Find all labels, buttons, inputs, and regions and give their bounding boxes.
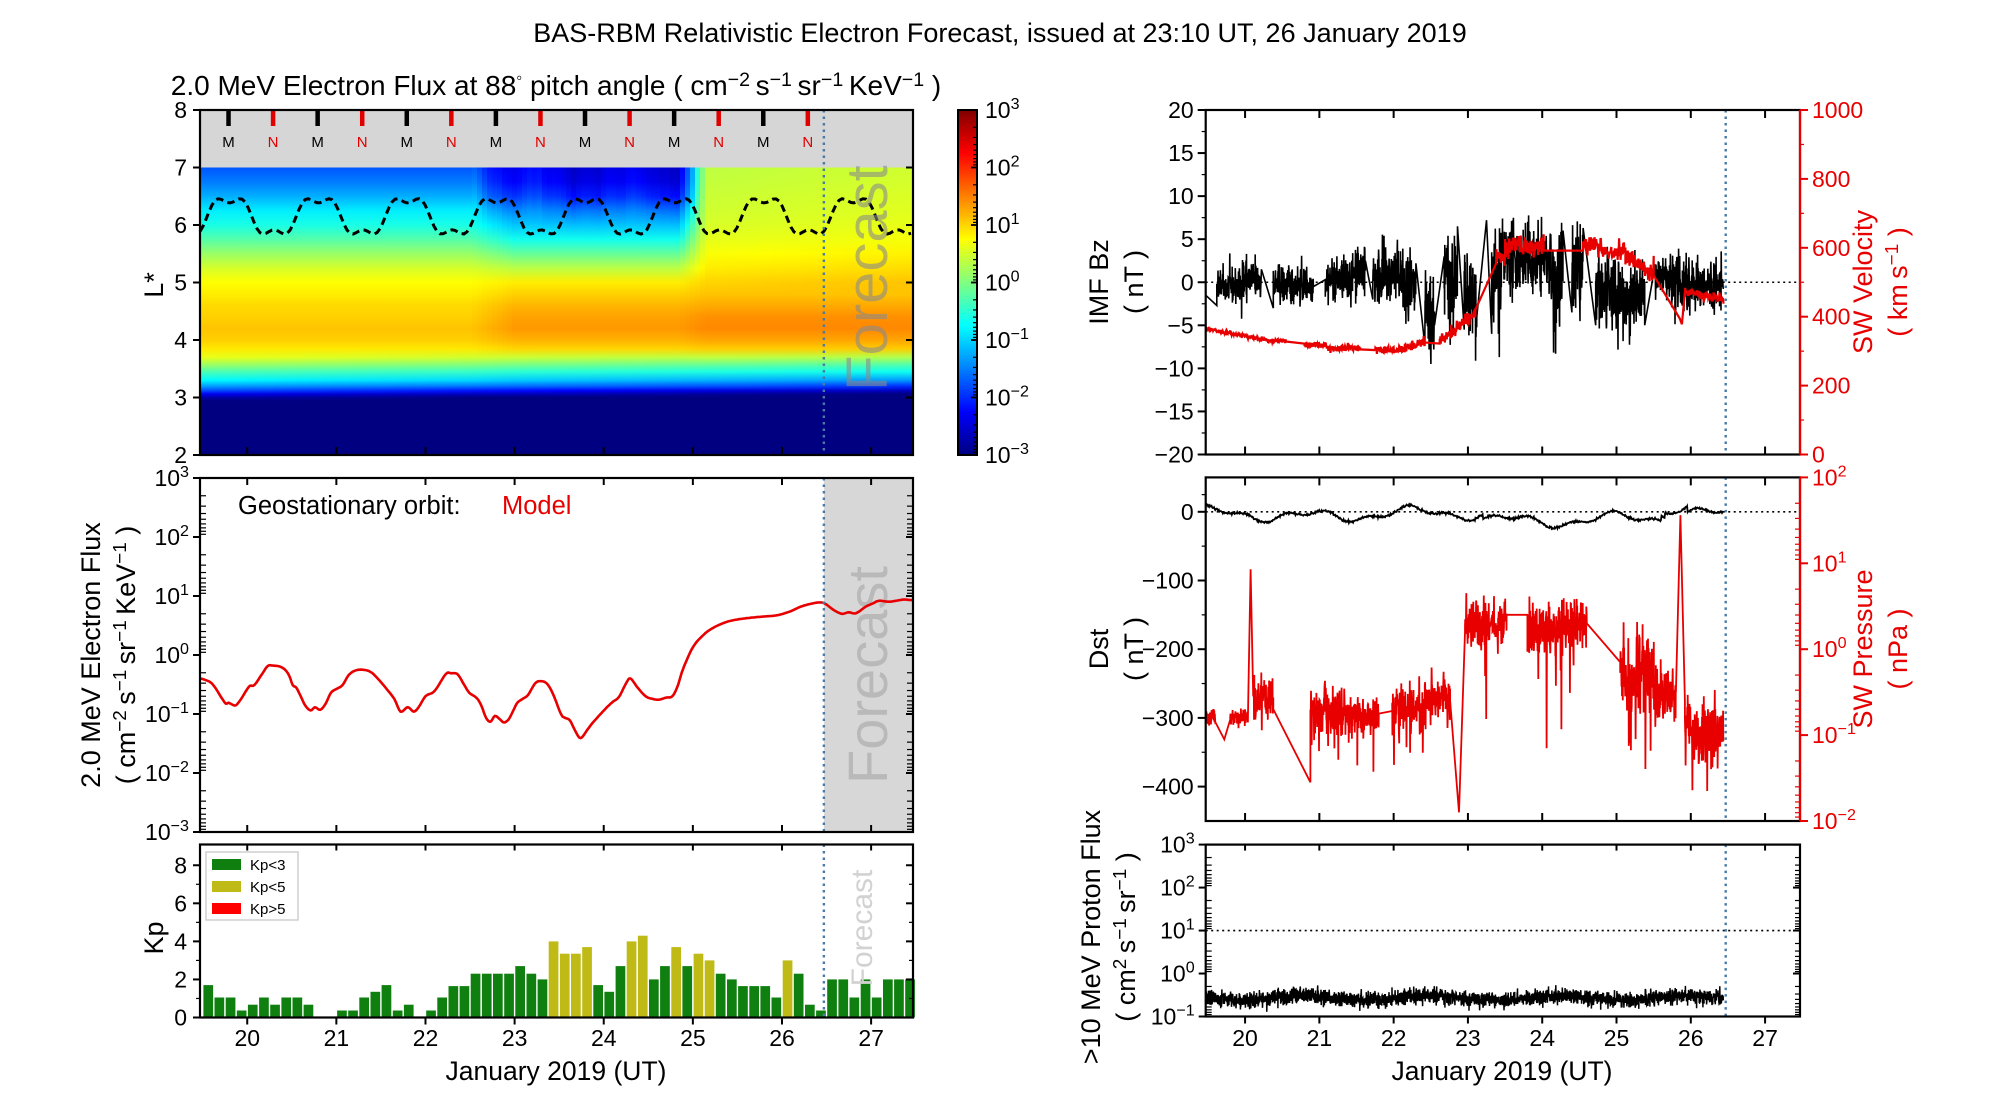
svg-text:27: 27: [858, 1025, 884, 1051]
svg-text:0: 0: [1181, 269, 1194, 295]
svg-text:24: 24: [1529, 1025, 1555, 1051]
svg-text:N: N: [357, 134, 368, 151]
svg-text:22: 22: [1381, 1025, 1407, 1051]
svg-text:2: 2: [174, 442, 187, 468]
svg-text:M: M: [401, 134, 414, 151]
svg-text:400: 400: [1812, 304, 1850, 330]
svg-text:−100: −100: [1142, 568, 1194, 594]
svg-text:Kp<5: Kp<5: [250, 879, 285, 896]
svg-text:M: M: [490, 134, 503, 151]
svg-text:−5: −5: [1167, 312, 1193, 338]
svg-text:M: M: [757, 134, 770, 151]
svg-text:>10 MeV Proton Flux: >10 MeV Proton Flux: [1076, 809, 1106, 1064]
svg-text:N: N: [713, 134, 724, 151]
svg-text:January 2019 (UT): January 2019 (UT): [1392, 1056, 1613, 1086]
svg-text:7: 7: [174, 155, 187, 181]
svg-text:23: 23: [1455, 1025, 1481, 1051]
svg-text:22: 22: [413, 1025, 439, 1051]
svg-text:21: 21: [1307, 1025, 1333, 1051]
svg-text:10−3: 10−3: [145, 817, 189, 845]
svg-text:20: 20: [1168, 97, 1194, 123]
svg-text:( nT ): ( nT ): [1119, 250, 1149, 314]
svg-text:6: 6: [174, 212, 187, 238]
svg-text:N: N: [268, 134, 279, 151]
svg-text:800: 800: [1812, 166, 1850, 192]
svg-text:M: M: [222, 134, 235, 151]
svg-text:100: 100: [1160, 959, 1195, 987]
svg-text:N: N: [446, 134, 457, 151]
svg-text:N: N: [624, 134, 635, 151]
svg-text:Model: Model: [502, 492, 571, 520]
svg-text:25: 25: [1604, 1025, 1630, 1051]
svg-text:24: 24: [591, 1025, 617, 1051]
svg-text:6: 6: [174, 890, 187, 916]
svg-text:600: 600: [1812, 235, 1850, 261]
svg-text:3: 3: [174, 385, 187, 411]
svg-text:10−2: 10−2: [1812, 806, 1856, 834]
svg-text:( nT ): ( nT ): [1119, 617, 1149, 681]
svg-text:( cm−2 s−1 sr−1 KeV−1 ): ( cm−2 s−1 sr−1 KeV−1 ): [110, 526, 141, 784]
svg-text:20: 20: [1232, 1025, 1258, 1051]
svg-text:15: 15: [1168, 140, 1194, 166]
svg-text:0: 0: [174, 1005, 187, 1031]
svg-text:2.0 MeV Electron Flux at 88◦ p: 2.0 MeV Electron Flux at 88◦ pitch angle…: [171, 68, 941, 101]
svg-text:20: 20: [234, 1025, 260, 1051]
svg-text:27: 27: [1752, 1025, 1778, 1051]
svg-text:Kp: Kp: [139, 921, 169, 954]
svg-text:Forecast: Forecast: [835, 165, 900, 391]
svg-text:Geostationary orbit:: Geostationary orbit:: [238, 492, 461, 520]
svg-text:N: N: [535, 134, 546, 151]
svg-text:Kp<3: Kp<3: [250, 857, 285, 874]
svg-text:10: 10: [1168, 183, 1194, 209]
svg-text:26: 26: [1678, 1025, 1704, 1051]
svg-text:BAS-RBM Relativistic Electron: BAS-RBM Relativistic Electron Forecast, …: [533, 18, 1466, 48]
svg-text:102: 102: [1812, 462, 1847, 490]
svg-text:8: 8: [174, 852, 187, 878]
svg-text:M: M: [668, 134, 681, 151]
svg-text:−10: −10: [1155, 355, 1194, 381]
svg-text:−400: −400: [1142, 774, 1194, 800]
svg-text:1000: 1000: [1812, 97, 1863, 123]
svg-text:IMF Bz: IMF Bz: [1084, 239, 1114, 325]
svg-text:M: M: [579, 134, 592, 151]
svg-text:−20: −20: [1155, 442, 1194, 468]
svg-text:( nPa ): ( nPa ): [1883, 608, 1913, 689]
svg-text:−200: −200: [1142, 636, 1194, 662]
svg-text:2.0 MeV Electron Flux: 2.0 MeV Electron Flux: [76, 522, 106, 788]
svg-text:January 2019 (UT): January 2019 (UT): [446, 1056, 667, 1086]
svg-text:26: 26: [769, 1025, 795, 1051]
svg-text:SW Pressure: SW Pressure: [1848, 569, 1878, 728]
svg-text:Kp>5: Kp>5: [250, 901, 285, 918]
svg-text:L*: L*: [139, 272, 169, 298]
svg-text:23: 23: [502, 1025, 528, 1051]
svg-text:5: 5: [174, 270, 187, 296]
svg-text:4: 4: [174, 327, 187, 353]
svg-text:2: 2: [174, 966, 187, 992]
svg-text:21: 21: [324, 1025, 350, 1051]
svg-text:5: 5: [1181, 226, 1194, 252]
svg-text:M: M: [311, 134, 324, 151]
svg-text:N: N: [802, 134, 813, 151]
svg-text:101: 101: [154, 581, 189, 609]
svg-text:200: 200: [1812, 373, 1850, 399]
svg-text:8: 8: [174, 97, 187, 123]
svg-text:Dst: Dst: [1084, 628, 1114, 669]
svg-text:SW Velocity: SW Velocity: [1848, 209, 1878, 354]
svg-text:0: 0: [1812, 442, 1825, 468]
svg-text:−300: −300: [1142, 705, 1194, 731]
svg-text:4: 4: [174, 928, 187, 954]
svg-text:Forecast: Forecast: [846, 869, 879, 986]
svg-text:0: 0: [1181, 499, 1194, 525]
svg-text:25: 25: [680, 1025, 706, 1051]
svg-text:Forecast: Forecast: [836, 566, 899, 784]
svg-text:−15: −15: [1155, 398, 1194, 424]
svg-text:10−1: 10−1: [145, 699, 189, 727]
svg-text:( km s−1 ): ( km s−1 ): [1882, 227, 1913, 336]
